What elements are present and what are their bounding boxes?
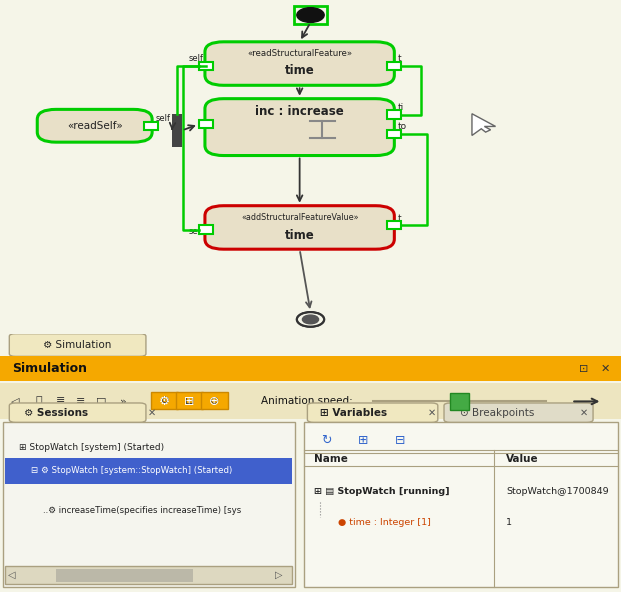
Text: time: time xyxy=(285,229,314,242)
Text: ↻: ↻ xyxy=(321,433,331,446)
Circle shape xyxy=(297,8,324,22)
Text: StopWatch@1700849: StopWatch@1700849 xyxy=(506,487,609,496)
Text: ti: ti xyxy=(397,103,404,112)
Text: □: □ xyxy=(96,397,106,407)
Text: ⊞ ▤ StopWatch [running]: ⊞ ▤ StopWatch [running] xyxy=(314,487,449,496)
Text: ⏸: ⏸ xyxy=(36,397,42,407)
Text: self: self xyxy=(189,227,204,236)
Text: ⚙ Simulation: ⚙ Simulation xyxy=(43,340,112,350)
Text: ⊕: ⊕ xyxy=(209,397,219,407)
Text: »: » xyxy=(120,397,126,407)
Bar xyxy=(3,422,295,587)
Text: ⊞ Variables: ⊞ Variables xyxy=(320,408,388,418)
FancyBboxPatch shape xyxy=(444,403,593,422)
Text: ✕: ✕ xyxy=(427,408,436,418)
Bar xyxy=(56,569,193,582)
Bar xyxy=(144,121,158,130)
Bar xyxy=(201,392,228,409)
Text: Simulation: Simulation xyxy=(12,362,88,375)
Text: ⊟ ⚙ StopWatch [system::StopWatch] (Started): ⊟ ⚙ StopWatch [system::StopWatch] (Start… xyxy=(31,466,232,475)
FancyBboxPatch shape xyxy=(205,42,394,85)
Text: self: self xyxy=(155,114,170,123)
Bar xyxy=(386,62,401,70)
Text: «addStructuralFeatureValue»: «addStructuralFeatureValue» xyxy=(241,213,358,223)
Text: ⊞: ⊞ xyxy=(184,395,194,408)
Text: ● time : Integer [1]: ● time : Integer [1] xyxy=(338,518,432,527)
Bar xyxy=(294,7,327,24)
Text: ▷: ▷ xyxy=(275,570,283,580)
Text: time: time xyxy=(285,63,314,76)
Text: ⚙ Sessions: ⚙ Sessions xyxy=(24,408,88,418)
Text: ⚙: ⚙ xyxy=(160,397,170,407)
FancyBboxPatch shape xyxy=(205,205,394,249)
Bar xyxy=(199,120,212,128)
FancyBboxPatch shape xyxy=(37,110,152,142)
Text: Value: Value xyxy=(506,455,539,464)
Text: Animation speed:: Animation speed: xyxy=(261,397,353,407)
Text: ..⚙ increaseTime(specifies increaseTime) [sys: ..⚙ increaseTime(specifies increaseTime)… xyxy=(43,506,242,516)
Text: t: t xyxy=(397,214,401,223)
FancyBboxPatch shape xyxy=(307,403,438,422)
Bar xyxy=(199,62,212,70)
Text: ◁: ◁ xyxy=(11,397,20,407)
Text: ⚙: ⚙ xyxy=(159,395,170,408)
Text: ≣: ≣ xyxy=(56,397,66,407)
FancyBboxPatch shape xyxy=(205,99,394,156)
Text: ⊞: ⊞ xyxy=(358,433,368,446)
Text: 1: 1 xyxy=(506,518,512,527)
FancyBboxPatch shape xyxy=(9,334,146,356)
Text: ✕: ✕ xyxy=(579,408,588,418)
Bar xyxy=(199,226,212,234)
Text: to: to xyxy=(397,123,407,131)
Bar xyxy=(450,393,469,410)
Text: ⊞ StopWatch [system] (Started): ⊞ StopWatch [system] (Started) xyxy=(19,443,164,452)
Text: ⊞: ⊞ xyxy=(184,397,194,407)
Text: ≡: ≡ xyxy=(76,397,86,407)
Bar xyxy=(172,114,182,147)
Text: ✕: ✕ xyxy=(148,408,156,418)
Circle shape xyxy=(302,315,319,324)
Text: Name: Name xyxy=(314,455,348,464)
Bar xyxy=(386,221,401,230)
Text: ⊙ Breakpoints: ⊙ Breakpoints xyxy=(460,408,534,418)
Polygon shape xyxy=(472,114,496,136)
Bar xyxy=(0,384,621,420)
Bar xyxy=(386,130,401,138)
Bar xyxy=(304,422,618,587)
Text: inc : increase: inc : increase xyxy=(255,105,344,118)
FancyBboxPatch shape xyxy=(9,403,146,422)
Text: self: self xyxy=(189,54,204,63)
Text: «readStructuralFeature»: «readStructuralFeature» xyxy=(247,50,352,59)
Bar xyxy=(151,392,178,409)
Bar xyxy=(386,111,401,119)
Bar xyxy=(5,566,292,584)
Text: ⊕: ⊕ xyxy=(209,395,219,408)
Text: t: t xyxy=(397,54,401,63)
Text: ⊡: ⊡ xyxy=(579,363,589,374)
Text: ◁: ◁ xyxy=(7,570,15,580)
Bar xyxy=(5,458,292,484)
Text: ✕: ✕ xyxy=(601,363,610,374)
Bar xyxy=(176,392,203,409)
Text: ⊟: ⊟ xyxy=(396,433,406,446)
Text: «readSelf»: «readSelf» xyxy=(67,121,122,131)
Bar xyxy=(0,356,621,381)
